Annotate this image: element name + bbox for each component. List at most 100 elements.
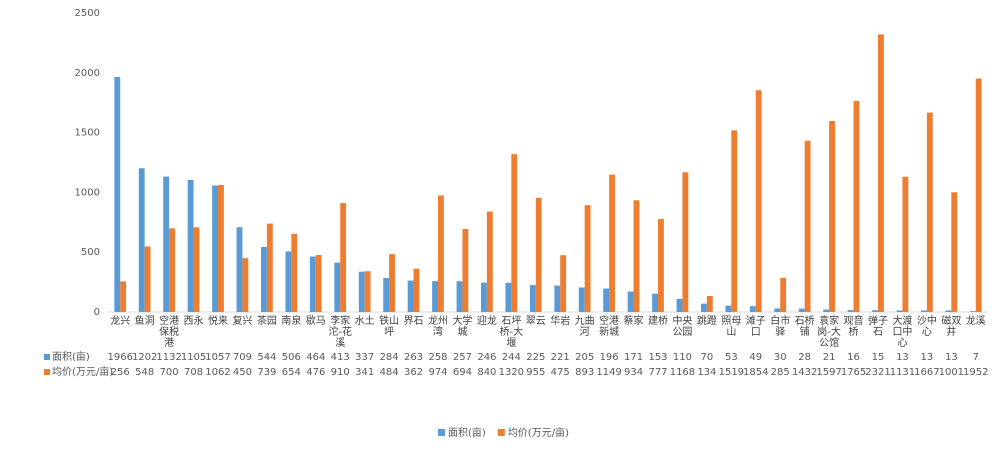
bar xyxy=(926,112,933,312)
table-value: 1057 xyxy=(205,352,230,363)
x-tick-label: 滩子 口 xyxy=(745,316,766,338)
bar xyxy=(823,309,830,312)
bar xyxy=(529,285,536,312)
table-value: 840 xyxy=(477,367,496,378)
table-value: 110 xyxy=(673,352,692,363)
table-value: 225 xyxy=(526,352,545,363)
bar xyxy=(896,310,903,312)
bar xyxy=(578,287,585,312)
table-value: 476 xyxy=(306,367,325,378)
bar xyxy=(407,280,414,312)
x-tick-label: 建桥 xyxy=(648,316,668,327)
table-value: 53 xyxy=(725,352,738,363)
legend-key xyxy=(497,429,505,436)
table-value: 709 xyxy=(233,352,252,363)
table-value: 337 xyxy=(355,352,374,363)
x-tick-label: 磁双 井 xyxy=(941,316,962,338)
bar xyxy=(456,281,463,312)
x-tick-label: 白市 驿 xyxy=(770,316,791,338)
table-value: 1131 xyxy=(890,367,915,378)
x-tick-label: 沙中 心 xyxy=(916,316,937,338)
x-tick-label: 西永 xyxy=(183,316,204,327)
table-value: 1765 xyxy=(841,367,866,378)
table-value: 1001 xyxy=(939,367,964,378)
bar xyxy=(486,211,493,312)
table-row-label: 面积(亩) xyxy=(52,350,90,363)
bar xyxy=(633,200,640,312)
bar xyxy=(731,130,738,312)
table-value: 171 xyxy=(624,352,643,363)
bar xyxy=(120,281,127,312)
table-value: 1966 xyxy=(107,352,132,363)
table-value: 341 xyxy=(355,367,374,378)
table-value: 739 xyxy=(257,367,276,378)
bar xyxy=(774,308,781,312)
bar xyxy=(138,168,145,312)
table-value: 257 xyxy=(453,352,472,363)
table-value: 694 xyxy=(453,367,472,378)
x-tick-label: 南泉 xyxy=(281,316,302,327)
table-value: 15 xyxy=(872,352,885,363)
bar xyxy=(144,246,151,312)
table-key xyxy=(44,369,50,375)
bar xyxy=(481,282,487,312)
table-value: 153 xyxy=(648,352,667,363)
bar xyxy=(853,100,860,312)
x-tick-label: 空港 新城 xyxy=(599,316,620,338)
bar xyxy=(921,310,927,312)
x-tick-label: 九曲 河 xyxy=(574,316,595,338)
x-tick-label: 歇马 xyxy=(305,316,326,327)
table-value: 1667 xyxy=(914,367,939,378)
table-value: 1105 xyxy=(181,352,206,363)
bar xyxy=(603,288,610,312)
bar xyxy=(829,120,835,312)
bar xyxy=(266,223,273,312)
bar xyxy=(413,268,420,312)
x-tick-label: 观音 桥 xyxy=(843,316,864,338)
table-value: 413 xyxy=(331,352,350,363)
bar xyxy=(218,184,224,312)
table-value: 1519 xyxy=(719,367,744,378)
bar xyxy=(652,293,658,312)
x-tick-label: 铁山 坪 xyxy=(379,316,400,338)
bar xyxy=(682,172,689,312)
bar xyxy=(389,254,395,312)
x-tick-label: 龙兴 xyxy=(110,316,131,327)
table-value: 28 xyxy=(798,352,811,363)
y-tick-label: 1500 xyxy=(75,128,100,139)
table-key xyxy=(44,354,50,360)
bar xyxy=(315,255,322,312)
table-value: 134 xyxy=(697,367,716,378)
x-tick-label: 茶园 xyxy=(256,316,277,327)
bar xyxy=(701,303,707,312)
bar xyxy=(676,298,683,312)
legend-label: 面积(亩) xyxy=(448,426,486,439)
table-value: 1168 xyxy=(670,367,695,378)
bar xyxy=(847,310,854,312)
bar xyxy=(535,197,542,312)
bar xyxy=(236,227,243,312)
table-value: 548 xyxy=(135,367,154,378)
table-value: 1854 xyxy=(743,367,768,378)
bar xyxy=(193,227,200,312)
table-value: 70 xyxy=(701,352,714,363)
table-value: 285 xyxy=(771,367,790,378)
table-value: 1062 xyxy=(205,367,230,378)
table-value: 246 xyxy=(477,352,496,363)
bar xyxy=(706,295,713,312)
table-value: 1132 xyxy=(156,352,181,363)
table-value: 777 xyxy=(648,367,667,378)
table-value: 1952 xyxy=(963,367,988,378)
x-tick-label: 界石 xyxy=(403,316,424,327)
x-tick-label: 华岩 xyxy=(550,316,571,327)
bar xyxy=(780,277,787,312)
table-value: 464 xyxy=(306,352,325,363)
bar xyxy=(609,174,615,312)
bar xyxy=(261,246,267,312)
table-value: 263 xyxy=(404,352,423,363)
table-value: 700 xyxy=(160,367,179,378)
table-value: 284 xyxy=(380,352,399,363)
x-tick-label: 迎龙 xyxy=(476,316,497,327)
table-value: 910 xyxy=(331,367,350,378)
bar xyxy=(798,308,805,312)
